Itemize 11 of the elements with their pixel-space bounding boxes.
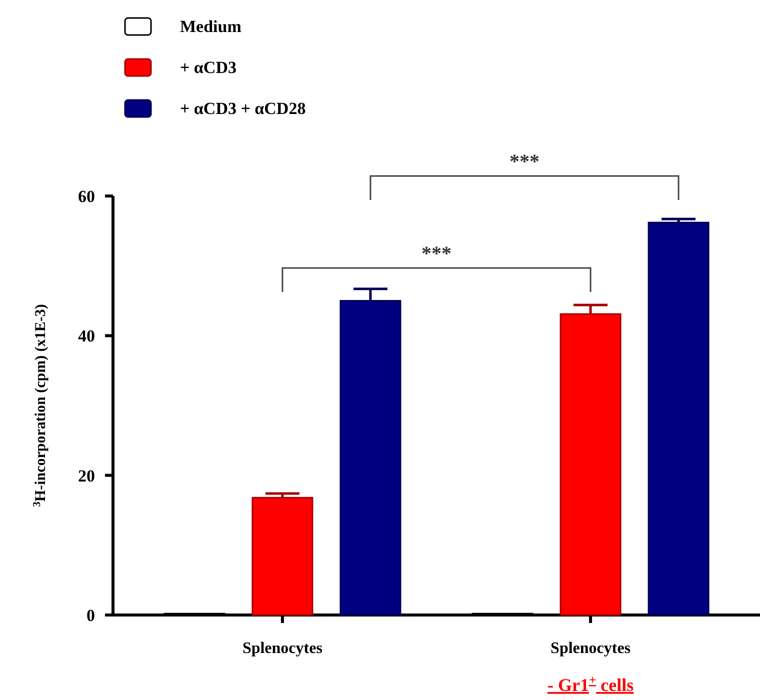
y-tick-label: 20: [78, 466, 95, 486]
legend-label: + αCD3: [180, 58, 236, 77]
x-tick-label: Splenocytes - Gr1$^{+}$ cells: [547, 640, 634, 695]
legend-label: + αCD3 + αCD28: [180, 99, 306, 118]
annotation: ***: [422, 243, 452, 265]
x-tick-label: Splenocytes: [242, 640, 322, 657]
y-tick-label: 40: [78, 326, 95, 346]
y-tick-label: 60: [78, 186, 95, 206]
legend-label: Medium: [180, 17, 242, 36]
text: ***: [510, 151, 540, 173]
y-tick-label: 0: [86, 606, 95, 625]
